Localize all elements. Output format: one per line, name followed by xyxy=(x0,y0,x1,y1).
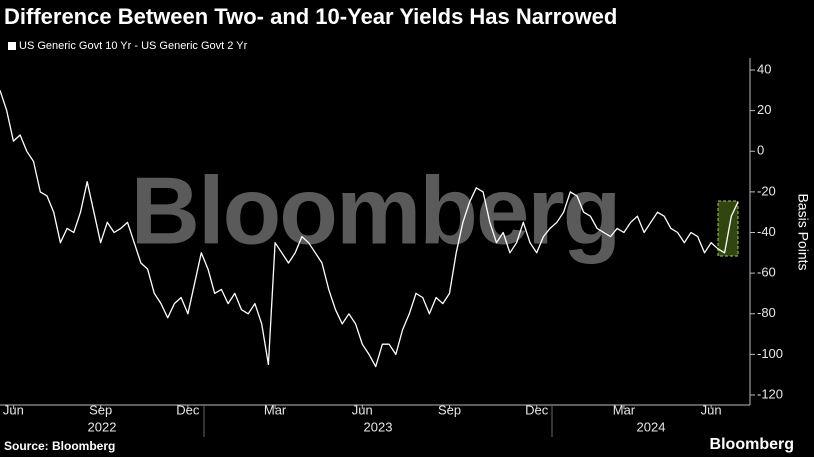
y-tick-label: -60 xyxy=(757,265,776,280)
watermark: Bloomberg xyxy=(131,157,620,264)
x-tick-label: Jun xyxy=(701,402,722,417)
y-tick-label: 20 xyxy=(757,102,771,117)
x-tick-label: Mar xyxy=(613,402,636,417)
legend-label: US Generic Govt 10 Yr - US Generic Govt … xyxy=(19,40,248,52)
year-label: 2022 xyxy=(88,419,117,434)
series-line xyxy=(0,90,739,368)
logo: Bloomberg xyxy=(710,436,794,453)
y-tick-label: 40 xyxy=(757,61,771,76)
x-tick-label: Dec xyxy=(525,402,549,417)
x-tick-label: Sep xyxy=(89,402,112,417)
y-tick-label: -120 xyxy=(757,386,783,401)
legend-swatch xyxy=(8,42,16,50)
x-tick-label: Dec xyxy=(176,402,200,417)
year-label: 2023 xyxy=(364,419,393,434)
year-label: 2024 xyxy=(637,419,666,434)
x-tick-label: Jun xyxy=(352,402,373,417)
chart-title: Difference Between Two- and 10-Year Yiel… xyxy=(4,4,617,29)
source: Source: Bloomberg xyxy=(4,439,115,453)
x-tick-label: Jun xyxy=(3,402,24,417)
y-tick-label: 0 xyxy=(757,143,764,158)
highlight-box xyxy=(717,200,739,257)
x-tick-label: Mar xyxy=(264,402,287,417)
y-tick-label: -20 xyxy=(757,183,776,198)
y-tick-label: -40 xyxy=(757,224,776,239)
y-axis-label: Basis Points xyxy=(795,193,811,270)
x-tick-label: Sep xyxy=(438,402,461,417)
y-tick-label: -80 xyxy=(757,305,776,320)
y-tick-label: -100 xyxy=(757,346,783,361)
